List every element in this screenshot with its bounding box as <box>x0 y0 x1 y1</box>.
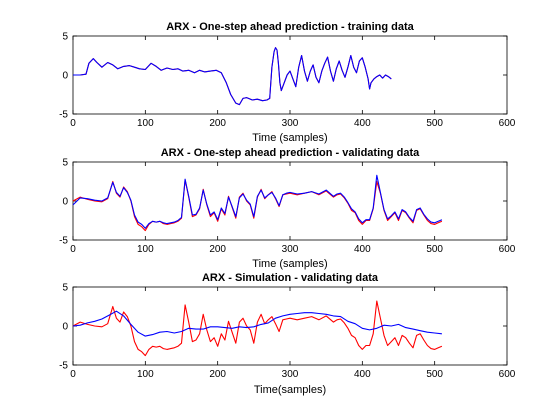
x-tick-label: 300 <box>282 118 299 129</box>
series-line-red <box>72 300 443 357</box>
x-tick-label: 0 <box>70 244 76 255</box>
x-tick-label: 600 <box>499 244 516 255</box>
chart-title-training: ARX - One-step ahead prediction - traini… <box>166 21 414 33</box>
x-tick-label: 200 <box>209 118 226 129</box>
x-tick-label: 0 <box>70 118 76 129</box>
y-tick-label: -5 <box>59 110 68 121</box>
x-axis-label-validating-prediction: Time (samples) <box>252 258 327 270</box>
x-tick-label: 500 <box>426 244 443 255</box>
x-tick-label: 500 <box>426 118 443 129</box>
chart-title-validating-prediction: ARX - One-step ahead prediction - valida… <box>161 147 420 159</box>
x-tick-label: 400 <box>354 369 371 380</box>
y-tick-label: 5 <box>62 283 68 294</box>
x-tick-label: 400 <box>354 118 371 129</box>
x-tick-label: 0 <box>70 369 76 380</box>
subplot-simulation: ARX - Simulation - validating data Time(… <box>59 272 516 396</box>
x-tick-label: 300 <box>282 369 299 380</box>
y-tick-label: 0 <box>62 197 68 208</box>
series-line-blue <box>73 47 392 106</box>
x-tick-label: 600 <box>499 369 516 380</box>
x-tick-label: 200 <box>209 244 226 255</box>
x-tick-label: 500 <box>426 369 443 380</box>
x-tick-label: 200 <box>209 369 226 380</box>
y-tick-label: 0 <box>62 322 68 333</box>
x-tick-label: 400 <box>354 244 371 255</box>
x-axis-label-simulation: Time(samples) <box>254 384 326 396</box>
series-line-blue <box>72 174 443 229</box>
x-tick-label: 300 <box>282 244 299 255</box>
x-tick-label: 100 <box>137 369 154 380</box>
series-line-blue <box>72 310 442 337</box>
x-axis-label-training: Time (samples) <box>252 132 327 144</box>
x-tick-label: 100 <box>137 118 154 129</box>
y-tick-label: 5 <box>62 158 68 169</box>
y-tick-label: 0 <box>62 71 68 82</box>
chart-title-simulation: ARX - Simulation - validating data <box>202 272 379 284</box>
subplot-validating-prediction: ARX - One-step ahead prediction - valida… <box>59 147 516 270</box>
subplot-training: ARX - One-step ahead prediction - traini… <box>59 21 516 144</box>
y-tick-label: -5 <box>59 361 68 372</box>
x-tick-label: 100 <box>137 244 154 255</box>
x-tick-label: 600 <box>499 118 516 129</box>
y-tick-label: 5 <box>62 32 68 43</box>
y-tick-label: -5 <box>59 236 68 247</box>
